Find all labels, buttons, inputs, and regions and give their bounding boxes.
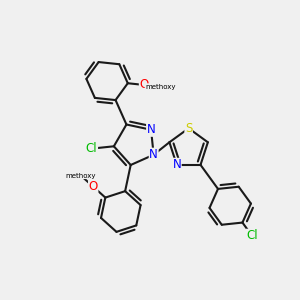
Text: S: S (185, 122, 192, 135)
Text: methoxy: methoxy (145, 84, 176, 90)
Text: N: N (149, 148, 158, 161)
Text: Cl: Cl (86, 142, 98, 155)
Text: O: O (88, 180, 98, 193)
Text: O: O (140, 78, 149, 92)
Text: N: N (172, 158, 181, 171)
Text: N: N (147, 123, 155, 136)
Text: Cl: Cl (246, 229, 258, 242)
Text: methoxy: methoxy (66, 173, 96, 179)
